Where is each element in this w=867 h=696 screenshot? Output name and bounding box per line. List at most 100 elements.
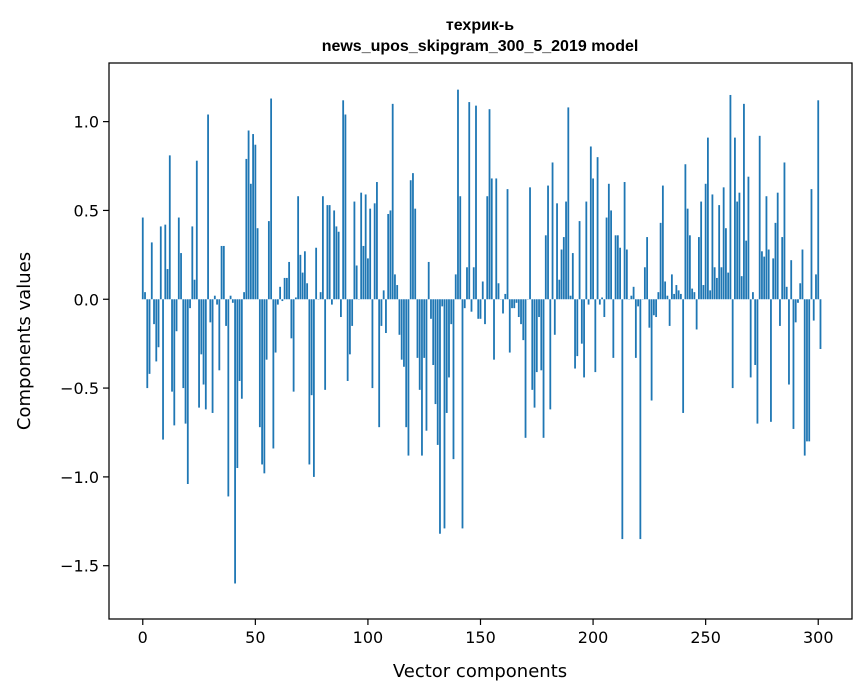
bar (441, 299, 444, 307)
bar (630, 295, 633, 300)
bar (238, 299, 241, 381)
bar (337, 231, 340, 300)
bar (418, 299, 421, 390)
bar (200, 299, 203, 355)
bar (774, 222, 777, 300)
bar (765, 196, 768, 300)
bar (713, 267, 716, 300)
bar (598, 299, 601, 305)
bar (173, 299, 176, 426)
bar (448, 299, 450, 378)
bar (225, 299, 227, 326)
bar (434, 299, 437, 405)
bar (502, 299, 504, 314)
bar (218, 299, 221, 371)
bar (648, 299, 651, 328)
bar (294, 297, 297, 300)
bar (515, 299, 518, 303)
bar (234, 299, 236, 584)
bar (673, 293, 676, 300)
x-tick-label: 0 (138, 628, 148, 647)
bar (405, 299, 408, 428)
bar (162, 299, 164, 440)
y-tick-label: −0.5 (60, 379, 99, 398)
bar (180, 253, 182, 300)
bar (734, 137, 736, 300)
bar (729, 94, 732, 300)
bar (423, 299, 426, 358)
bar (801, 249, 804, 300)
bar (538, 299, 540, 318)
bar (421, 299, 423, 456)
bar (508, 299, 511, 353)
bar (394, 274, 396, 300)
bar (331, 299, 333, 305)
bar (355, 265, 358, 300)
bar (373, 203, 376, 300)
bar (616, 235, 619, 300)
y-axis-ticks: −1.5 −1.0 −0.5 0.0 0.5 1.0 (60, 113, 109, 576)
bar (576, 299, 579, 357)
bar (297, 196, 300, 300)
bar (493, 299, 495, 360)
bar (709, 290, 712, 300)
bar (360, 192, 363, 300)
bar (761, 251, 763, 300)
bar (612, 299, 615, 358)
bar (252, 134, 254, 300)
bar (511, 299, 513, 309)
bar (369, 208, 372, 300)
bar (414, 208, 417, 300)
bar (763, 256, 766, 300)
bar (565, 201, 567, 300)
bar (150, 242, 153, 300)
bar (725, 228, 727, 300)
bar (688, 235, 691, 300)
bar (700, 201, 703, 300)
bar (477, 299, 480, 319)
bar (445, 299, 448, 413)
bar (621, 299, 624, 540)
bar (643, 267, 646, 300)
bar (240, 299, 243, 399)
bar (650, 299, 653, 401)
bar (785, 286, 788, 300)
bar (290, 299, 293, 339)
bar (387, 213, 390, 300)
bar (533, 299, 536, 408)
bar (776, 192, 779, 300)
bar (817, 100, 820, 300)
bar (736, 201, 739, 300)
bar (698, 237, 700, 300)
bar (333, 210, 336, 300)
bar (547, 185, 549, 300)
bar (175, 299, 178, 332)
bar (263, 299, 266, 474)
bar (367, 258, 369, 300)
bar (416, 299, 419, 358)
bar (229, 295, 232, 300)
x-tick-label: 200 (578, 628, 609, 647)
bar (758, 135, 761, 300)
bar (439, 299, 441, 534)
bar (664, 281, 667, 300)
bar (589, 146, 592, 300)
bar (216, 299, 218, 305)
bar (639, 299, 642, 540)
bar (574, 299, 576, 369)
bar (265, 299, 268, 360)
bar (580, 299, 583, 344)
bar (168, 155, 171, 300)
bar (342, 100, 345, 300)
bar (391, 103, 394, 300)
bar (497, 283, 500, 300)
bar (288, 261, 291, 300)
bar (211, 299, 214, 413)
bar (556, 203, 558, 300)
bar (344, 114, 347, 300)
bar (407, 299, 410, 456)
bar (792, 299, 795, 429)
bar (380, 299, 383, 326)
bar (319, 292, 322, 300)
